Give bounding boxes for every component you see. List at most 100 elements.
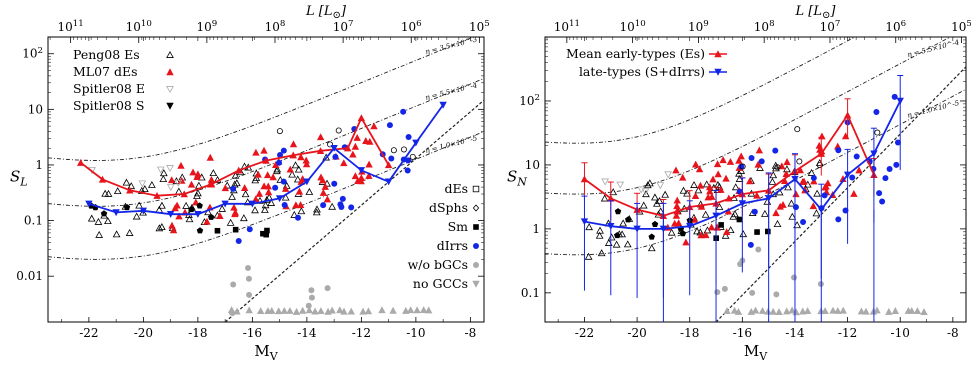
series-point: [580, 218, 589, 226]
chart-panel-1: -22 -20 -18 -16 -14 -12 -10 -8 1011 1010 109 108 107…: [10, 4, 490, 363]
x-tick-label: -18: [680, 326, 699, 340]
dsph-point: [816, 162, 823, 169]
ml07-des-point: [340, 159, 348, 167]
y-tick-label: 0.1: [521, 286, 540, 300]
series-point: [262, 156, 270, 164]
ml07-des-point: [839, 175, 847, 183]
no-gcc-point: [723, 307, 731, 314]
ml07-des-point: [362, 137, 370, 144]
detection-limit-line: [224, 99, 484, 322]
ml07-des-point: [260, 146, 268, 154]
ml07-des-point: [351, 142, 360, 150]
peng-es-point: [656, 207, 665, 215]
ml07-des-point: [780, 177, 789, 184]
legend-label: Peng08 Es: [73, 47, 140, 62]
dsph-point: [400, 146, 407, 153]
no-gcc-point: [758, 306, 767, 314]
y-tick-label: 10: [28, 102, 43, 116]
peng-es-point: [328, 202, 337, 210]
peng-es-point: [272, 167, 281, 175]
spitler-e-point: [174, 179, 183, 187]
peng-es-point: [127, 182, 136, 190]
ml07-des-point: [207, 175, 216, 183]
ml07-des-point: [672, 166, 680, 174]
series-point: [330, 145, 338, 152]
series-point: [235, 166, 243, 174]
sm-point: [736, 216, 743, 223]
peng-es-point: [807, 168, 816, 176]
peng-es-point: [122, 178, 131, 186]
x-tick-label: -10: [891, 326, 910, 340]
dirr-point: [800, 219, 807, 226]
peng-es-point: [771, 161, 780, 169]
series-point: [870, 150, 878, 158]
ml07-des-point: [706, 187, 714, 195]
eta-curve: [48, 78, 484, 207]
ml07-des-point: [709, 175, 717, 183]
peng-es-point: [159, 175, 168, 183]
dirr-point: [886, 165, 893, 172]
peng-es-point: [125, 228, 134, 236]
peng-es-point: [261, 205, 269, 213]
ml07-des-point: [796, 166, 805, 174]
ml07-des-point: [295, 187, 304, 195]
ml07-des-point: [755, 146, 764, 154]
wo-bgc-point: [749, 289, 756, 296]
series-point: [357, 114, 366, 122]
spitler-e-point: [637, 186, 646, 194]
peng-es-point: [726, 226, 735, 234]
peng-es-point: [618, 230, 627, 238]
peng-es-point: [132, 212, 141, 220]
no-gcc-point: [803, 307, 812, 315]
ml07-des-point: [737, 152, 745, 160]
peng-es-point: [140, 185, 149, 193]
dirr-point: [751, 208, 758, 215]
no-gcc-point: [286, 306, 294, 314]
no-gcc-point: [857, 307, 866, 315]
no-gcc-point: [340, 307, 348, 315]
dirr-point: [405, 134, 412, 141]
peng-es-point: [291, 161, 300, 169]
series-point: [194, 211, 202, 218]
series-point: [357, 167, 366, 175]
series-point: [98, 175, 107, 183]
no-gcc-point: [389, 306, 397, 314]
top-tick-label: 109: [688, 19, 709, 34]
ml07-des-point: [702, 231, 710, 239]
peng-es-point: [679, 186, 688, 194]
no-gcc-point: [227, 306, 236, 314]
ml07-des-point: [252, 148, 260, 156]
no-gcc-point: [378, 306, 386, 314]
peng-es-point: [159, 169, 168, 177]
series-point: [686, 223, 694, 230]
x-tick-label: -20: [134, 326, 153, 340]
spitler-s-point: [188, 205, 195, 213]
wo-bgc-point: [791, 274, 798, 281]
spitler-e-point: [166, 183, 175, 191]
peng-es-point: [702, 180, 711, 188]
dsph-point: [796, 158, 803, 165]
ml07-des-point: [240, 184, 249, 192]
ml07-des-point: [705, 183, 714, 191]
ml07-des-point: [323, 195, 332, 203]
legend-label: ML07 dEs: [73, 64, 138, 79]
eta-curve: [48, 131, 484, 260]
top-tick-label: 106: [401, 19, 422, 34]
dirr-point: [748, 155, 755, 162]
dirr-point: [879, 198, 886, 205]
ml07-des-point: [704, 193, 712, 201]
no-gcc-point: [245, 306, 253, 314]
no-gcc-point: [885, 307, 893, 315]
series-point: [303, 178, 311, 186]
ml07-des-point: [206, 153, 214, 161]
peng-es-point: [639, 201, 648, 209]
wo-bgc-point: [305, 302, 312, 309]
dirr-point: [835, 147, 842, 154]
legend-marker: [473, 224, 479, 230]
ml07-des-point: [714, 170, 722, 178]
dsph-point: [794, 126, 801, 133]
x-tick-label: -16: [733, 326, 752, 340]
plot-frame: [544, 36, 967, 323]
x-tick-label: -20: [627, 326, 646, 340]
peng-es-point: [226, 218, 235, 226]
